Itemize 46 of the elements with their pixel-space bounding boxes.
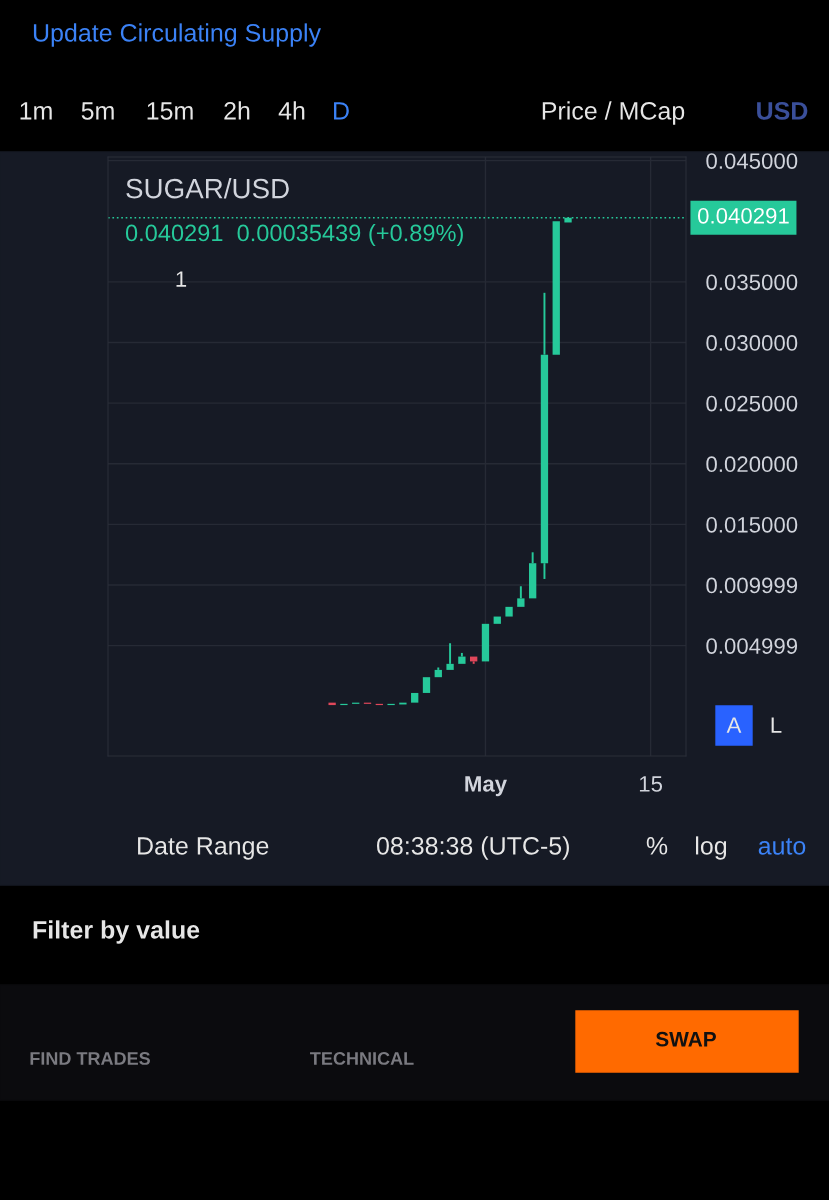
y-tick-label: 0.015000 — [706, 516, 798, 533]
candlestick — [529, 551, 537, 599]
x-tick-label: 15 — [639, 776, 663, 792]
candlestick — [505, 606, 513, 617]
text: SUGAR/USD — [126, 178, 289, 199]
y-tick-label: 0.004999 — [706, 638, 798, 654]
x-tick-label: May — [465, 776, 507, 797]
text: FIND TRADES — [30, 1052, 150, 1065]
candlestick — [493, 616, 501, 624]
annotation: 1 — [176, 271, 187, 287]
text: 2h — [224, 101, 250, 120]
candlestick — [446, 642, 454, 670]
text: auto — [758, 838, 806, 855]
text: log — [696, 836, 727, 860]
text: Filter by value — [33, 920, 200, 944]
text: L — [771, 717, 782, 733]
text: 0.040291 0.00035439 (+0.89%) — [125, 224, 463, 246]
text: Date Range — [138, 837, 269, 860]
y-tick-label: 0.045000 — [706, 153, 798, 169]
candlestick — [552, 221, 560, 355]
y-tick-label: 0.009999 — [706, 577, 798, 594]
text: D — [334, 102, 349, 120]
candlestick — [422, 677, 431, 693]
text: 15m — [147, 102, 193, 120]
text: Update Circulating Supply — [33, 23, 321, 47]
candlestick — [517, 585, 525, 607]
text: 5m — [81, 102, 114, 120]
text: Price / MCap — [542, 101, 685, 125]
y-tick-label: 0.030000 — [706, 335, 798, 351]
candlestick — [540, 291, 549, 580]
candlestick — [411, 692, 419, 703]
ref-line-label: 0.040291 — [697, 207, 789, 224]
text: USD — [757, 102, 808, 120]
text: TECHNICAL — [310, 1052, 414, 1065]
text: 08:38:38 (UTC-5) — [376, 836, 569, 860]
text: A — [726, 717, 742, 733]
y-tick-label: 0.035000 — [706, 274, 798, 291]
text: SWAP — [655, 1031, 716, 1047]
text: % — [646, 837, 668, 855]
y-tick-label: 0.025000 — [706, 395, 798, 412]
candlestick — [481, 623, 490, 662]
y-tick-label: 0.020000 — [706, 456, 798, 473]
candlestick — [458, 651, 466, 664]
text: 1m — [20, 102, 52, 120]
candlestick — [434, 666, 442, 678]
text: 4h — [278, 101, 305, 120]
